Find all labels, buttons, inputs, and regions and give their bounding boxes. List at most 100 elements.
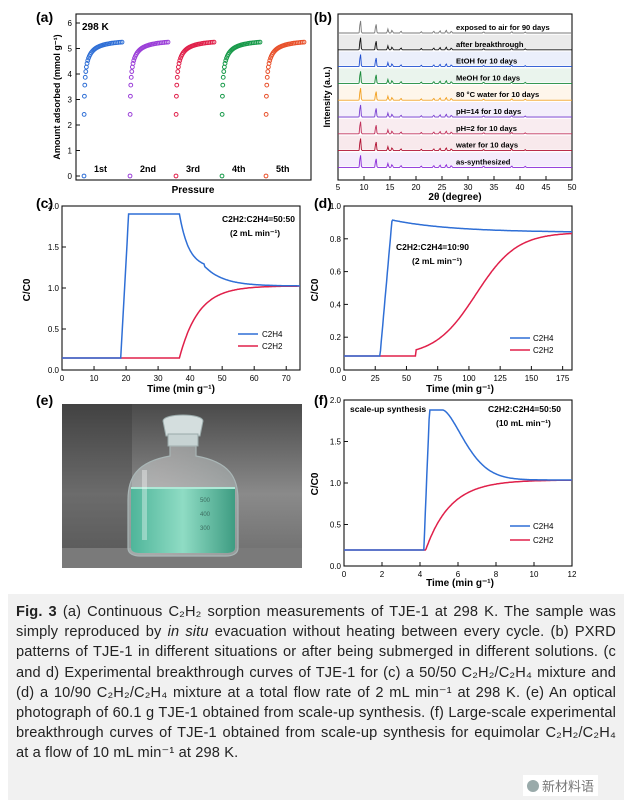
isotherm-point — [263, 173, 269, 179]
isotherm-point — [222, 61, 228, 66]
y-tick-label: 0.5 — [48, 325, 60, 334]
x-tick-label: 10 — [360, 183, 369, 192]
c2h2-curve — [344, 232, 572, 357]
pxrd-trace: pH=14 for 10 days — [338, 102, 572, 118]
y-tick-label: 0.8 — [330, 235, 342, 244]
x-tick-label: 40 — [186, 374, 195, 383]
y-tick-label: 0.0 — [330, 562, 342, 571]
isotherm-point — [128, 93, 133, 99]
panel-d-axes: 0 25 50 75 100 125 150 175 0.0 0.2 0.4 0.6 0.8 1.0 — [330, 202, 570, 383]
panel-f-lines — [344, 409, 572, 551]
panel-a-ylabel: Amount adsorbed (mmol g⁻¹) — [52, 34, 62, 159]
y-tick-label: 1.0 — [330, 479, 342, 488]
x-tick-label: 30 — [154, 374, 163, 383]
caption-text-b: evacuation without heating between every… — [16, 624, 616, 762]
panel-f-axes: 0 2 4 6 8 10 12 0.0 0.5 1.0 1.5 2.0 — [330, 396, 577, 579]
isotherm-point — [174, 82, 180, 88]
isotherm-point — [81, 111, 87, 117]
pxrd-trace: EtOH for 10 days — [338, 51, 572, 68]
panel-a-cycles: 1st 2nd 3rd 4th 5th — [81, 39, 307, 179]
y-tick-label: 3 — [68, 96, 73, 105]
pxrd-trace: pH=2 for 10 days — [338, 118, 572, 135]
panel-d-condition: C2H2:C2H4=10:90 — [396, 242, 469, 252]
trace-label: exposed to air for 90 days — [456, 23, 550, 32]
x-tick-label: 6 — [456, 570, 461, 579]
y-tick-label: 2 — [68, 121, 73, 130]
panel-b-xlabel: 2θ (degree) — [428, 192, 481, 203]
y-tick-label: 0.6 — [330, 268, 342, 277]
isotherm-point — [173, 173, 179, 179]
panel-a: (a) 298 K Amount adsorbed (mmol g⁻¹) Pre… — [36, 9, 312, 196]
caption-fig-label: Fig. 3 — [16, 604, 57, 620]
isotherm-point — [257, 39, 263, 45]
x-tick-label: 25 — [371, 374, 380, 383]
isotherm-point — [82, 93, 87, 99]
isotherm-point — [220, 93, 225, 99]
panel-c-legend: C2H4 C2H2 — [238, 330, 283, 351]
panel-c-axes: 0 10 20 30 40 50 60 70 0.0 0.5 1.0 1.5 2.0 — [48, 202, 291, 383]
pxrd-trace: MeOH for 10 days — [338, 68, 572, 84]
y-tick-label: 6 — [68, 19, 73, 28]
panel-d-flow: (2 mL min⁻¹) — [412, 256, 462, 266]
x-tick-label: 50 — [402, 374, 411, 383]
x-tick-label: 8 — [494, 570, 499, 579]
x-tick-label: 2 — [380, 570, 385, 579]
isotherm-point — [219, 173, 225, 179]
bottle-graduation: 500 — [200, 498, 211, 504]
panel-e-label: (e) — [36, 392, 53, 408]
isotherm-point — [85, 58, 91, 63]
panel-c-xlabel: Time (min g⁻¹) — [147, 384, 215, 395]
isotherm-point — [266, 61, 272, 66]
x-tick-label: 50 — [568, 183, 577, 192]
pxrd-trace: 80 °C water for 10 days — [338, 85, 572, 101]
panel-a-label: (a) — [36, 9, 53, 25]
trace-label: as-synthesized — [456, 157, 511, 166]
x-tick-label: 25 — [438, 183, 447, 192]
x-tick-label: 0 — [60, 374, 65, 383]
panel-a-temp: 298 K — [82, 22, 109, 33]
c2h4-curve — [344, 219, 572, 357]
panel-f-flow: (10 mL min⁻¹) — [496, 418, 551, 428]
cycle-3rd: 3rd — [173, 39, 217, 179]
panel-d-lines — [344, 219, 572, 357]
isotherm-point — [265, 69, 271, 74]
panel-f-xlabel: Time (min g⁻¹) — [426, 578, 494, 589]
isotherm-point — [131, 58, 137, 63]
isotherm-point — [176, 61, 182, 66]
c2h4-curve — [62, 213, 300, 359]
panel-b-traces: exposed to air for 90 days after breakthr… — [338, 20, 572, 168]
isotherm-point — [174, 93, 179, 99]
legend-c2h4: C2H4 — [262, 330, 283, 339]
panel-c-lines — [62, 213, 300, 359]
panel-d-frame — [343, 205, 573, 371]
x-tick-label: 4 — [418, 570, 423, 579]
isotherm-point — [219, 111, 225, 117]
pxrd-trace: after breakthrough — [338, 34, 572, 51]
y-tick-label: 1.5 — [330, 438, 342, 447]
x-tick-label: 50 — [218, 374, 227, 383]
isotherm-point — [83, 69, 89, 74]
y-tick-label: 0.2 — [330, 333, 342, 342]
x-tick-label: 40 — [516, 183, 525, 192]
isotherm-point — [163, 39, 169, 45]
y-tick-label: 0.0 — [330, 366, 342, 375]
isotherm-point — [263, 111, 269, 117]
x-tick-label: 100 — [462, 374, 476, 383]
isotherm-point — [82, 82, 88, 88]
isotherm-point — [264, 82, 270, 88]
isotherm-point — [264, 74, 270, 80]
y-tick-label: 1 — [68, 147, 73, 156]
isotherm-point — [127, 111, 133, 117]
watermark: 新材料语 — [523, 775, 599, 796]
cycle-4th: 4th — [219, 39, 263, 179]
y-tick-label: 0 — [68, 172, 73, 181]
x-tick-label: 20 — [122, 374, 131, 383]
x-tick-label: 10 — [530, 570, 539, 579]
legend-c2h2: C2H2 — [533, 346, 554, 355]
isotherm-point — [255, 39, 261, 45]
x-tick-label: 125 — [493, 374, 507, 383]
panel-f-title: scale-up synthesis — [350, 404, 426, 414]
bottle-photo: 500 400 300 — [62, 404, 302, 568]
isotherm-point — [130, 61, 136, 66]
panel-d-label: (d) — [314, 195, 332, 211]
